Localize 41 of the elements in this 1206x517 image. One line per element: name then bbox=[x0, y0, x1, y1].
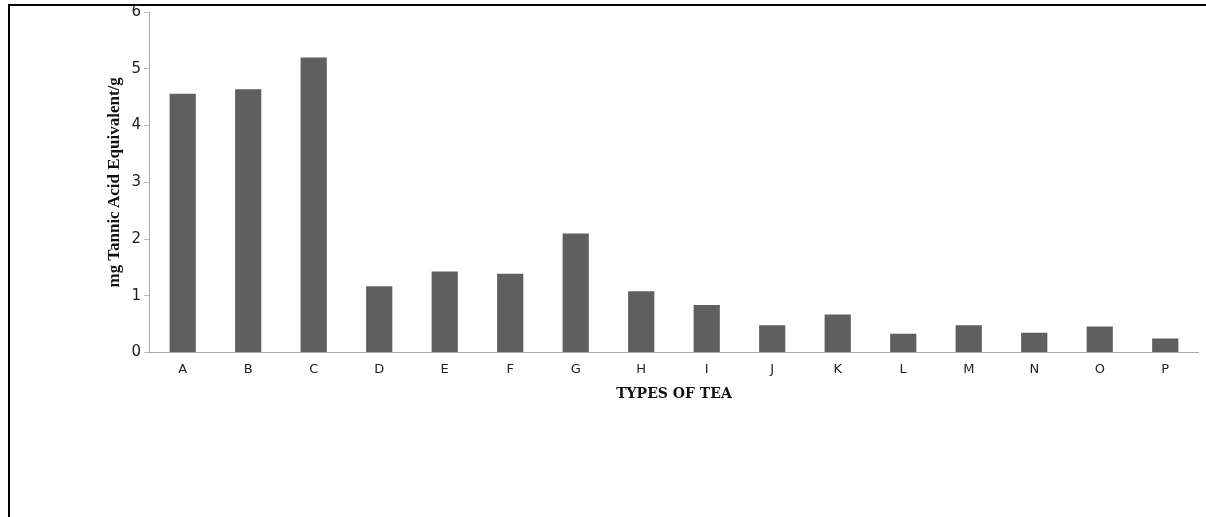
bar bbox=[1021, 332, 1048, 353]
bar bbox=[824, 314, 851, 353]
bar bbox=[890, 333, 917, 353]
y-tick-label: 3 bbox=[131, 172, 141, 191]
bar bbox=[497, 273, 524, 353]
bar bbox=[628, 291, 655, 353]
bar bbox=[562, 233, 589, 353]
y-tick-label: 2 bbox=[131, 228, 141, 247]
x-tick-label: H bbox=[636, 360, 647, 376]
bar bbox=[1086, 326, 1113, 353]
y-tick-label: 5 bbox=[131, 58, 141, 77]
y-tick-label: 6 bbox=[131, 1, 141, 20]
x-tick-label: N bbox=[1029, 360, 1040, 376]
bar bbox=[431, 271, 458, 353]
x-tick-label: O bbox=[1094, 360, 1105, 376]
x-tick-label: C bbox=[309, 360, 319, 376]
x-tick-label: J bbox=[769, 360, 775, 376]
x-tick-label: I bbox=[704, 360, 709, 376]
x-tick-label: G bbox=[570, 360, 581, 376]
x-tick-label: D bbox=[374, 360, 385, 376]
y-axis-title: mg Tannic Acid Equivalent/g bbox=[103, 76, 123, 288]
bar bbox=[169, 93, 196, 353]
bar bbox=[235, 89, 262, 353]
x-tick-label: P bbox=[1161, 360, 1170, 376]
bar bbox=[693, 304, 720, 353]
bar bbox=[759, 325, 786, 353]
bar bbox=[955, 325, 982, 353]
x-tick-label: M bbox=[963, 360, 975, 376]
y-tick-label: 4 bbox=[131, 115, 141, 134]
x-tick-label: B bbox=[243, 360, 253, 376]
y-tick-label: 1 bbox=[131, 285, 141, 304]
bar bbox=[300, 57, 327, 353]
x-tick-label: L bbox=[899, 360, 908, 376]
x-axis-title: TYPES OF TEA bbox=[616, 385, 733, 402]
y-tick-label: 0 bbox=[131, 342, 141, 361]
bar bbox=[1152, 338, 1179, 353]
bar bbox=[366, 286, 393, 353]
x-tick-label: E bbox=[440, 360, 449, 376]
x-tick-label: F bbox=[506, 360, 514, 376]
x-tick-label: K bbox=[833, 360, 843, 376]
x-tick-label: A bbox=[178, 360, 188, 376]
